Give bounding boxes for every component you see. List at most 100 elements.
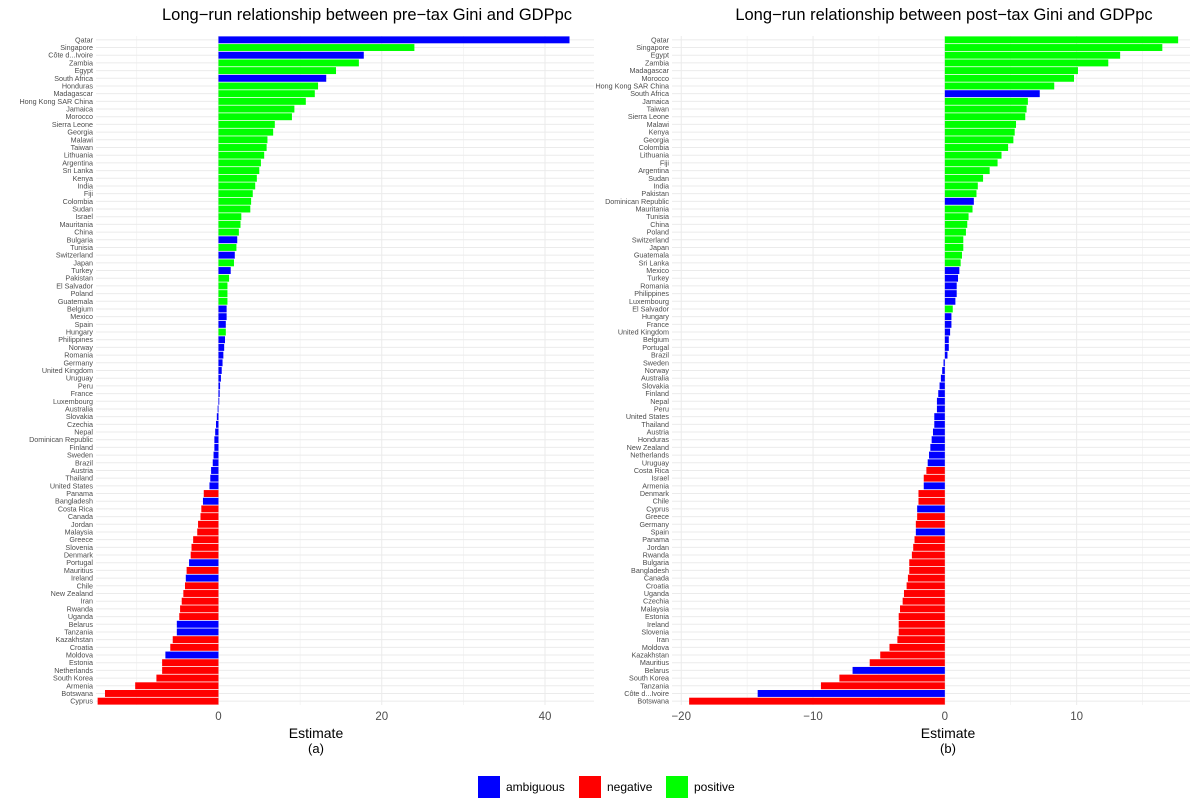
category-label-rwanda: Rwanda <box>643 551 669 560</box>
bar-el-salvador <box>944 305 953 313</box>
category-label-uruguay: Uruguay <box>66 374 94 383</box>
category-label-mauritius: Mauritius <box>640 658 670 667</box>
bar-costa-rica <box>926 467 945 474</box>
category-label-moldova: Moldova <box>642 643 669 652</box>
category-label-morocco: Morocco <box>641 74 669 83</box>
bar-panama <box>203 490 219 497</box>
bar-honduras <box>931 436 945 444</box>
bar-jordan <box>198 520 219 528</box>
bar-czechia <box>216 420 219 428</box>
legend-item-positive: positive <box>666 776 735 798</box>
bar-tunisia <box>944 213 969 221</box>
bar-south-korea <box>156 674 219 682</box>
category-label-slovakia: Slovakia <box>642 381 669 390</box>
category-label-portugal: Portugal <box>66 558 93 567</box>
category-label-germany: Germany <box>63 358 93 367</box>
bar-hungary <box>944 313 952 321</box>
category-label-south-korea: South Korea <box>629 674 669 683</box>
category-label-brazil: Brazil <box>651 351 669 360</box>
bar-mauritius <box>186 566 219 574</box>
bar-morocco <box>944 74 1075 82</box>
bar-philippines <box>218 336 225 344</box>
bar-kazakhstan <box>172 636 219 644</box>
bar-greece <box>193 536 219 544</box>
bar-australia <box>940 374 945 382</box>
bar-croatia <box>906 582 945 590</box>
category-label-romania: Romania <box>64 351 93 360</box>
bar-south-africa <box>944 90 1040 98</box>
category-label-nepal: Nepal <box>650 397 669 406</box>
category-label-ireland: Ireland <box>71 574 93 583</box>
x-tick-label: 40 <box>539 711 552 723</box>
bar-honduras <box>218 82 319 90</box>
bar-tanzania <box>176 628 219 636</box>
category-label-chile: Chile <box>653 497 669 506</box>
bar-singapore <box>218 44 415 51</box>
category-label-france: France <box>71 389 93 398</box>
bar-switzerland <box>944 236 964 244</box>
bar-nepal <box>215 428 219 436</box>
bar-mauritius <box>869 659 945 667</box>
bar-china <box>944 220 968 228</box>
bar-mexico <box>218 313 227 321</box>
legend-label-ambiguous: ambiguous <box>506 780 565 794</box>
bar-japan <box>218 259 234 267</box>
category-label-sweden: Sweden <box>643 358 669 367</box>
category-label-kazakhstan: Kazakhstan <box>631 651 669 660</box>
bar-australia <box>217 405 219 413</box>
bar-moldova <box>889 643 945 651</box>
bar-portugal <box>189 559 219 567</box>
bar-malaysia <box>900 605 945 613</box>
panel-a-title: Long−run relationship between pre−tax Gi… <box>162 6 572 24</box>
bar-egypt <box>944 51 1121 59</box>
panel-b-x-ticks: −20 −10 0 10 <box>671 711 1083 723</box>
category-label-philippines: Philippines <box>58 335 93 344</box>
bar-austria <box>932 428 945 436</box>
category-label-jordan: Jordan <box>71 520 93 529</box>
category-label-qatar: Qatar <box>75 35 94 44</box>
bar-portugal <box>944 343 949 351</box>
bar-mauritania <box>944 205 973 213</box>
bar-sierra-leone <box>944 113 1026 121</box>
category-label-tanzania: Tanzania <box>640 681 669 690</box>
bar-croatia <box>170 643 219 651</box>
bar-georgia <box>944 136 1014 144</box>
category-label-romania: Romania <box>640 281 669 290</box>
category-label-el-salvador: El Salvador <box>632 304 669 313</box>
category-label-mauritania: Mauritania <box>59 220 93 229</box>
bar-cyprus <box>917 505 945 513</box>
bar-czechia <box>902 597 945 605</box>
category-label-sri-lanka: Sri Lanka <box>63 166 93 175</box>
category-label-switzerland: Switzerland <box>632 235 669 244</box>
panel-pre-tax: Long−run relationship between pre−tax Gi… <box>19 6 594 756</box>
bar-estonia <box>898 613 945 621</box>
category-label-denmark: Denmark <box>640 489 670 498</box>
category-label-france: France <box>647 320 669 329</box>
category-label-chile: Chile <box>77 581 93 590</box>
bar-south-africa <box>218 74 327 82</box>
legend-label-positive: positive <box>694 780 735 794</box>
category-label-austria: Austria <box>647 428 669 437</box>
bar-romania <box>218 351 224 359</box>
category-label-sudan: Sudan <box>648 174 669 183</box>
bar-hungary <box>218 328 226 336</box>
category-label-peru: Peru <box>78 381 93 390</box>
category-label-colombia: Colombia <box>639 143 669 152</box>
category-label-argentina: Argentina <box>62 158 93 167</box>
category-label-malawi: Malawi <box>647 120 670 129</box>
category-label-georgia: Georgia <box>643 135 669 144</box>
category-label-mauritania: Mauritania <box>635 205 669 214</box>
category-label-spain: Spain <box>75 320 93 329</box>
category-label-fiji: Fiji <box>84 189 94 198</box>
category-label-india: India <box>653 181 669 190</box>
bar-slovakia <box>939 382 945 390</box>
category-label-luxembourg: Luxembourg <box>629 297 669 306</box>
bar-belgium <box>218 305 227 313</box>
category-label-panama: Panama <box>642 535 669 544</box>
bar-germany <box>915 520 945 528</box>
category-label-argentina: Argentina <box>638 166 669 175</box>
bar-c-te-d-ivoire <box>757 690 945 697</box>
bar-sudan <box>218 205 251 213</box>
bar-el-salvador <box>218 282 228 290</box>
bar-iran <box>897 636 945 644</box>
